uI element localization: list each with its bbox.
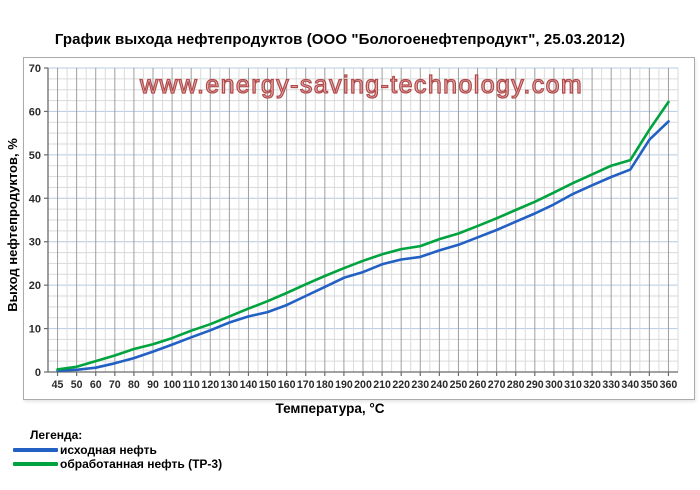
svg-text:60: 60	[29, 106, 41, 118]
svg-text:100: 100	[163, 379, 181, 391]
svg-text:150: 150	[259, 379, 277, 391]
legend: Легенда: исходная нефть обработанная неф…	[13, 428, 223, 471]
svg-text:240: 240	[431, 379, 449, 391]
svg-text:120: 120	[201, 379, 219, 391]
svg-text:110: 110	[183, 379, 200, 391]
svg-text:30: 30	[29, 237, 41, 249]
svg-text:340: 340	[621, 379, 639, 391]
watermark-text: www.energy-saving-technology.com	[139, 70, 584, 99]
svg-text:170: 170	[297, 379, 315, 391]
svg-text:80: 80	[128, 379, 140, 391]
svg-text:70: 70	[109, 379, 121, 391]
svg-text:90: 90	[147, 379, 159, 391]
legend-line-raw-oil-icon	[13, 448, 58, 452]
svg-text:160: 160	[278, 379, 296, 391]
svg-text:260: 260	[469, 379, 487, 391]
x-axis-title: Температура, °С	[275, 401, 385, 416]
svg-text:50: 50	[29, 150, 41, 162]
chart-title: График выхода нефтепродуктов (ООО "Болог…	[54, 31, 626, 48]
legend-item-treated-oil: обработанная нефть (ТР-3)	[13, 457, 223, 471]
svg-text:190: 190	[335, 379, 353, 391]
svg-text:130: 130	[221, 379, 239, 391]
svg-text:70: 70	[29, 63, 41, 75]
svg-text:50: 50	[71, 379, 83, 391]
svg-text:210: 210	[373, 379, 391, 391]
legend-item-raw-oil: исходная нефть	[13, 443, 222, 457]
svg-text:290: 290	[526, 379, 544, 391]
svg-text:230: 230	[411, 379, 429, 391]
svg-text:40: 40	[29, 193, 41, 205]
svg-text:320: 320	[583, 379, 601, 391]
svg-text:140: 140	[240, 379, 258, 391]
svg-text:45: 45	[52, 379, 64, 391]
svg-text:220: 220	[392, 379, 410, 391]
svg-text:270: 270	[488, 379, 506, 391]
svg-text:60: 60	[90, 379, 102, 391]
svg-text:10: 10	[29, 324, 41, 336]
chart-frame: 0 10 20 30 40 50 60 70 45 50 60 70 80 90 100 110 120 130 1…	[23, 57, 695, 400]
svg-text:310: 310	[564, 379, 582, 391]
legend-item-label: исходная нефть	[60, 443, 157, 457]
legend-line-treated-oil-icon	[13, 462, 58, 466]
svg-text:200: 200	[354, 379, 372, 391]
svg-text:360: 360	[660, 379, 678, 391]
y-axis-title: Выход нефтепродуктов, %	[5, 138, 20, 312]
svg-text:250: 250	[450, 379, 468, 391]
svg-text:20: 20	[29, 280, 41, 292]
svg-text:0: 0	[35, 367, 41, 379]
svg-text:300: 300	[545, 379, 563, 391]
svg-text:330: 330	[602, 379, 620, 391]
svg-text:350: 350	[641, 379, 659, 391]
svg-text:280: 280	[507, 379, 525, 391]
legend-heading: Легенда:	[30, 428, 83, 442]
svg-text:180: 180	[316, 379, 334, 391]
legend-item-label: обработанная нефть (ТР-3)	[60, 457, 223, 471]
